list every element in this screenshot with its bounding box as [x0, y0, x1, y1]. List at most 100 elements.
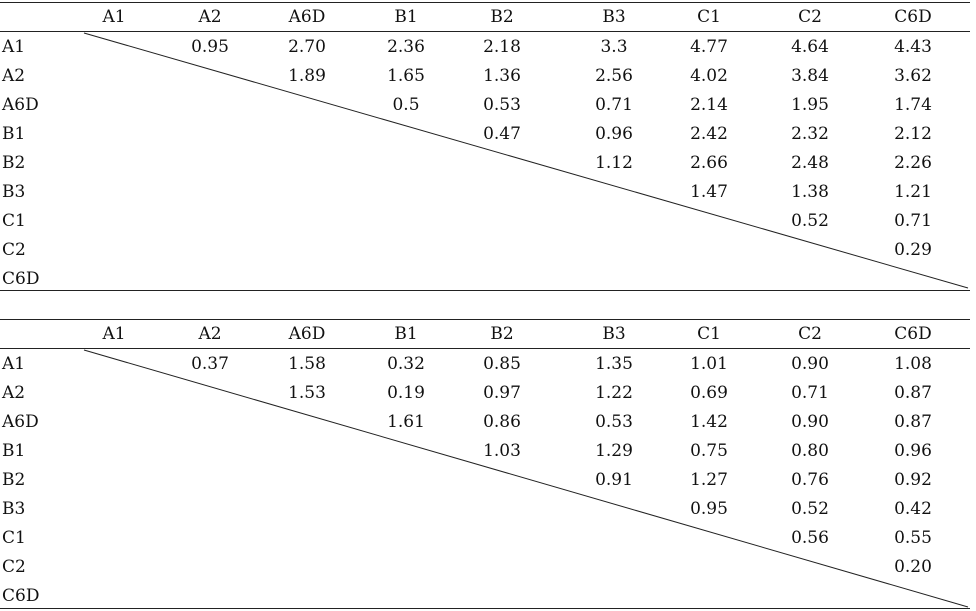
table-cell: 4.77 — [690, 37, 728, 57]
column-header: B3 — [602, 324, 626, 344]
column-header: A2 — [198, 7, 222, 27]
row-label: C6D — [2, 586, 40, 606]
row-label: B2 — [2, 470, 26, 490]
table-cell: 0.87 — [894, 412, 932, 432]
table-cell: 2.70 — [288, 37, 326, 57]
row-label: A2 — [2, 66, 26, 86]
table-cell: 1.58 — [288, 354, 326, 374]
table-cell: 2.66 — [690, 153, 728, 173]
table-cell: 4.02 — [690, 66, 728, 86]
table-cell: 0.32 — [387, 354, 425, 374]
table-cell: 0.53 — [595, 412, 633, 432]
table-cell: 0.76 — [791, 470, 829, 490]
row-label: C2 — [2, 240, 26, 260]
table-cell: 0.95 — [191, 37, 229, 57]
table-cell: 2.42 — [690, 124, 728, 144]
table-cell: 0.71 — [595, 95, 633, 115]
table-cell: 0.69 — [690, 383, 728, 403]
table-cell: 0.92 — [894, 470, 932, 490]
table-cell: 1.01 — [690, 354, 728, 374]
table-cell: 1.27 — [690, 470, 728, 490]
distance-matrix-table-1: A1 A2 A6D B1 B2 B3 C1 C2 C6D A1 0.95 2.70 2.36 2.18 3.… — [0, 0, 970, 295]
table-cell: 0.29 — [894, 240, 932, 260]
column-header: C1 — [697, 7, 721, 27]
column-header: C2 — [798, 7, 822, 27]
row-label: B3 — [2, 499, 26, 519]
table-cell: 0.71 — [791, 383, 829, 403]
column-header: C2 — [798, 324, 822, 344]
table-cell: 0.52 — [791, 211, 829, 231]
table-cell: 1.21 — [894, 182, 932, 202]
table-cell: 1.03 — [483, 441, 521, 461]
top-rule — [0, 2, 970, 3]
row-label: B1 — [2, 441, 26, 461]
table-cell: 0.55 — [894, 528, 932, 548]
table-cell: 1.95 — [791, 95, 829, 115]
table-cell: 1.74 — [894, 95, 932, 115]
table-cell: 0.75 — [690, 441, 728, 461]
table-cell: 0.5 — [392, 95, 420, 115]
table-cell: 0.85 — [483, 354, 521, 374]
table-cell: 1.08 — [894, 354, 932, 374]
table-cell: 2.48 — [791, 153, 829, 173]
table-cell: 0.42 — [894, 499, 932, 519]
row-label: B1 — [2, 124, 26, 144]
row-label: B3 — [2, 182, 26, 202]
table-cell: 0.97 — [483, 383, 521, 403]
table-cell: 0.19 — [387, 383, 425, 403]
table-cell: 0.86 — [483, 412, 521, 432]
table-cell: 0.71 — [894, 211, 932, 231]
table-cell: 0.90 — [791, 412, 829, 432]
table-cell: 1.12 — [595, 153, 633, 173]
row-label: C6D — [2, 269, 40, 289]
table-cell: 1.47 — [690, 182, 728, 202]
column-header: A1 — [102, 7, 126, 27]
table-cell: 0.90 — [791, 354, 829, 374]
table-cell: 2.18 — [483, 37, 521, 57]
column-header: B1 — [394, 324, 418, 344]
table-cell: 0.96 — [595, 124, 633, 144]
column-header: A6D — [288, 7, 326, 27]
table-cell: 0.53 — [483, 95, 521, 115]
table-cell: 0.87 — [894, 383, 932, 403]
table-cell: 0.20 — [894, 557, 932, 577]
column-header: C1 — [697, 324, 721, 344]
table-cell: 3.84 — [791, 66, 829, 86]
column-header: A2 — [198, 324, 222, 344]
table-cell: 1.61 — [387, 412, 425, 432]
table-cell: 0.52 — [791, 499, 829, 519]
table-cell: 1.35 — [595, 354, 633, 374]
column-header: A6D — [288, 324, 326, 344]
row-label: B2 — [2, 153, 26, 173]
row-label: A1 — [2, 37, 26, 57]
table-cell: 2.32 — [791, 124, 829, 144]
table-cell: 1.42 — [690, 412, 728, 432]
table-cell: 0.95 — [690, 499, 728, 519]
table-cell: 0.37 — [191, 354, 229, 374]
row-label: C2 — [2, 557, 26, 577]
row-label: A2 — [2, 383, 26, 403]
column-header: B2 — [490, 324, 514, 344]
row-label: C1 — [2, 528, 26, 548]
table-cell: 2.12 — [894, 124, 932, 144]
header-rule — [0, 31, 970, 32]
row-label: A6D — [2, 412, 39, 432]
table-cell: 3.3 — [600, 37, 628, 57]
column-header: A1 — [102, 324, 126, 344]
table-cell: 3.62 — [894, 66, 932, 86]
table-cell: 1.38 — [791, 182, 829, 202]
table-cell: 1.89 — [288, 66, 326, 86]
column-header: B3 — [602, 7, 626, 27]
top-rule — [0, 319, 970, 320]
row-label: A6D — [2, 95, 39, 115]
bottom-rule — [0, 608, 970, 609]
distance-matrix-table-2: A1 A2 A6D B1 B2 B3 C1 C2 C6D A1 0.37 1.58 0.32 0.85 1.… — [0, 317, 970, 611]
table-cell: 2.56 — [595, 66, 633, 86]
table-cell: 1.22 — [595, 383, 633, 403]
table-cell: 1.65 — [387, 66, 425, 86]
column-header: C6D — [894, 324, 932, 344]
table-cell: 2.36 — [387, 37, 425, 57]
table-cell: 1.36 — [483, 66, 521, 86]
table-cell: 0.91 — [595, 470, 633, 490]
table-cell: 2.26 — [894, 153, 932, 173]
